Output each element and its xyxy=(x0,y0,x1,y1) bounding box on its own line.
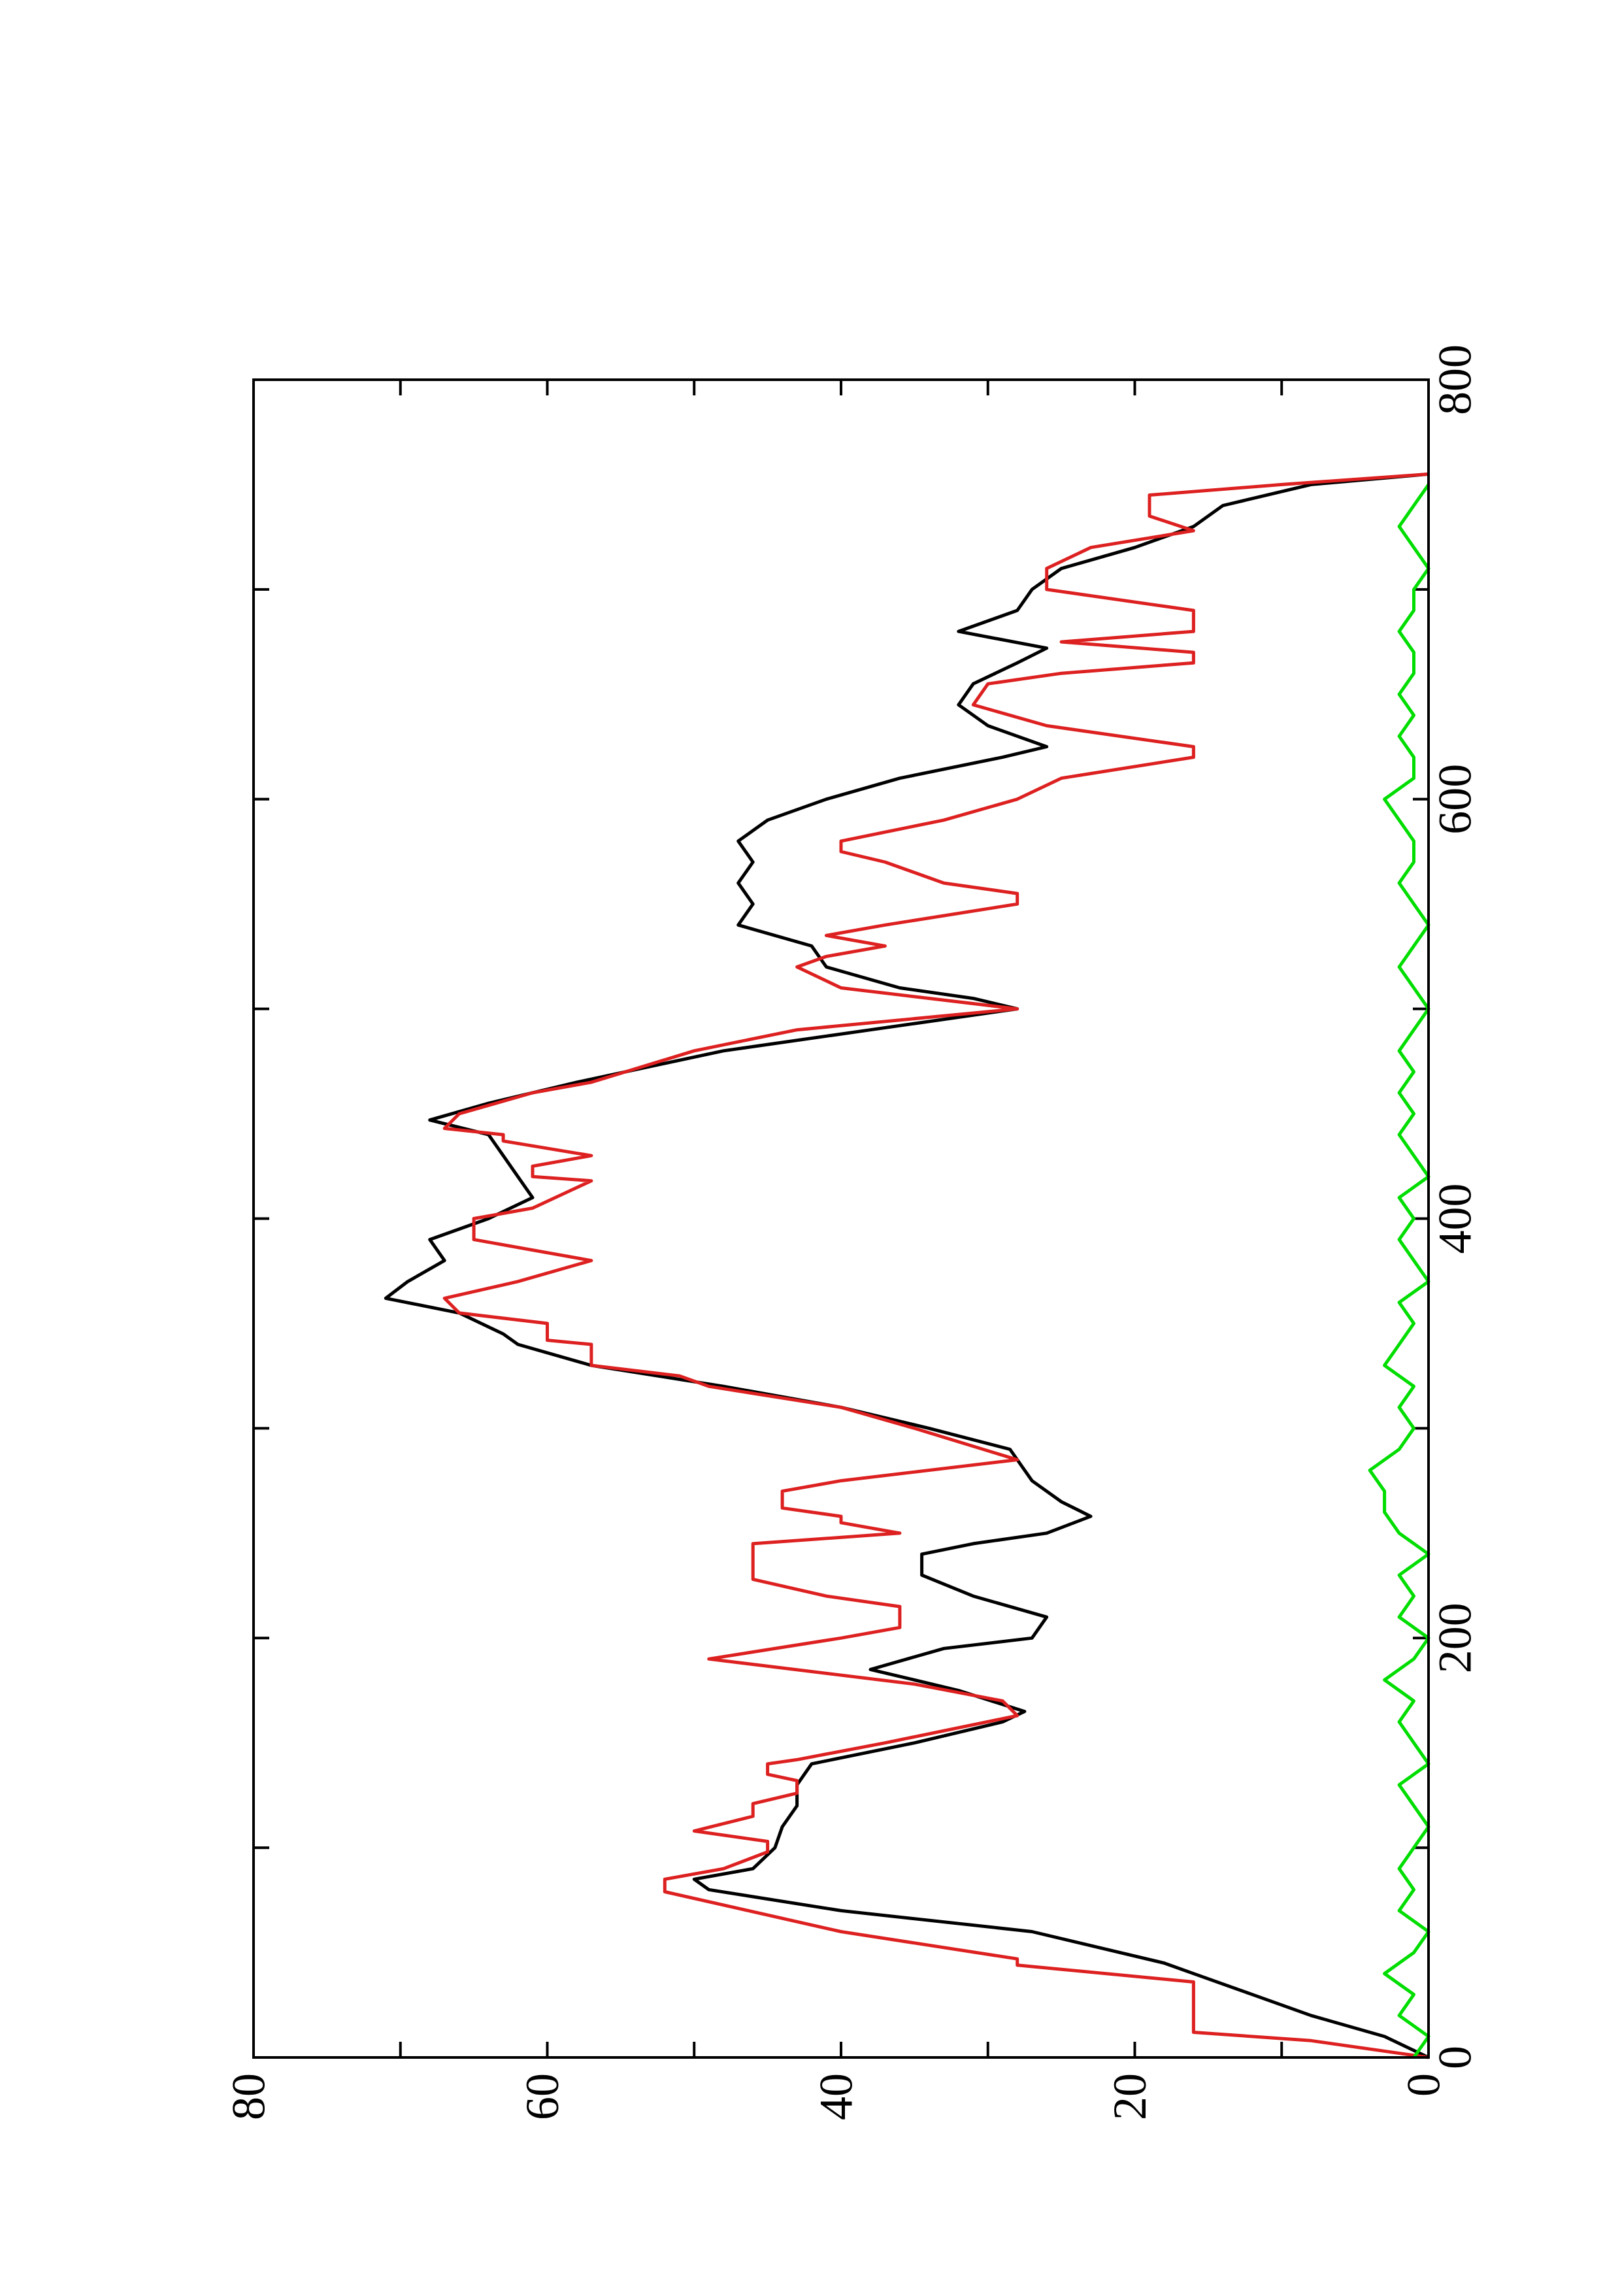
y-tick-label: 80 xyxy=(223,2073,275,2120)
y-tick-label: 60 xyxy=(516,2073,569,2120)
plot-frame xyxy=(252,378,1430,2059)
y-tick-label: 40 xyxy=(810,2073,863,2120)
x-tick-label: 0 xyxy=(1429,2046,1481,2069)
series-line xyxy=(1368,483,1430,2059)
x-tick-label: 200 xyxy=(1429,1603,1481,1673)
x-tick-label: 800 xyxy=(1429,344,1481,415)
x-tick-label: 600 xyxy=(1429,764,1481,835)
series-line xyxy=(442,472,1429,2059)
x-tick-label: 400 xyxy=(1429,1184,1481,1254)
y-tick-label: 20 xyxy=(1104,2073,1156,2120)
y-tick-label: 0 xyxy=(1398,2073,1450,2097)
